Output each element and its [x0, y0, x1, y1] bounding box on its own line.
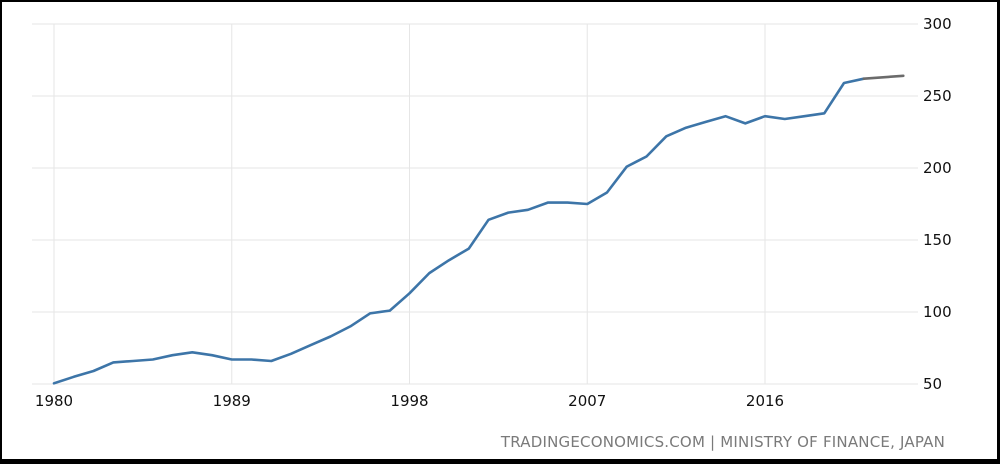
y-tick-label: 100: [923, 303, 952, 321]
x-tick-label: 1998: [390, 392, 428, 410]
forecast-series-line: [862, 74, 905, 80]
y-tick-label: 150: [923, 231, 952, 249]
x-tick-label: 1989: [213, 392, 251, 410]
y-tick-label: 200: [923, 159, 952, 177]
x-tick-label: 1980: [35, 392, 73, 410]
y-gridlines: [32, 23, 918, 385]
y-tick-label: 250: [923, 87, 952, 105]
x-axis-labels: 1980 1989 1998 2007 2016: [35, 392, 784, 410]
actual-series-line: [52, 77, 866, 385]
chart-frame: 300 250 200 150 100 50 1980 1989 1998 2007 2016 T…: [2, 2, 997, 459]
x-tick-label: 2007: [568, 392, 606, 410]
y-tick-label: 50: [923, 375, 942, 393]
line-chart: 300 250 200 150 100 50 1980 1989 1998 2007 2016 T…: [32, 15, 952, 451]
x-tick-label: 2016: [746, 392, 784, 410]
x-gridlines: [53, 24, 766, 384]
y-axis-labels: 300 250 200 150 100 50: [923, 15, 952, 393]
y-tick-label: 300: [923, 15, 952, 33]
source-attribution: TRADINGECONOMICS.COM | MINISTRY OF FINAN…: [500, 433, 945, 451]
